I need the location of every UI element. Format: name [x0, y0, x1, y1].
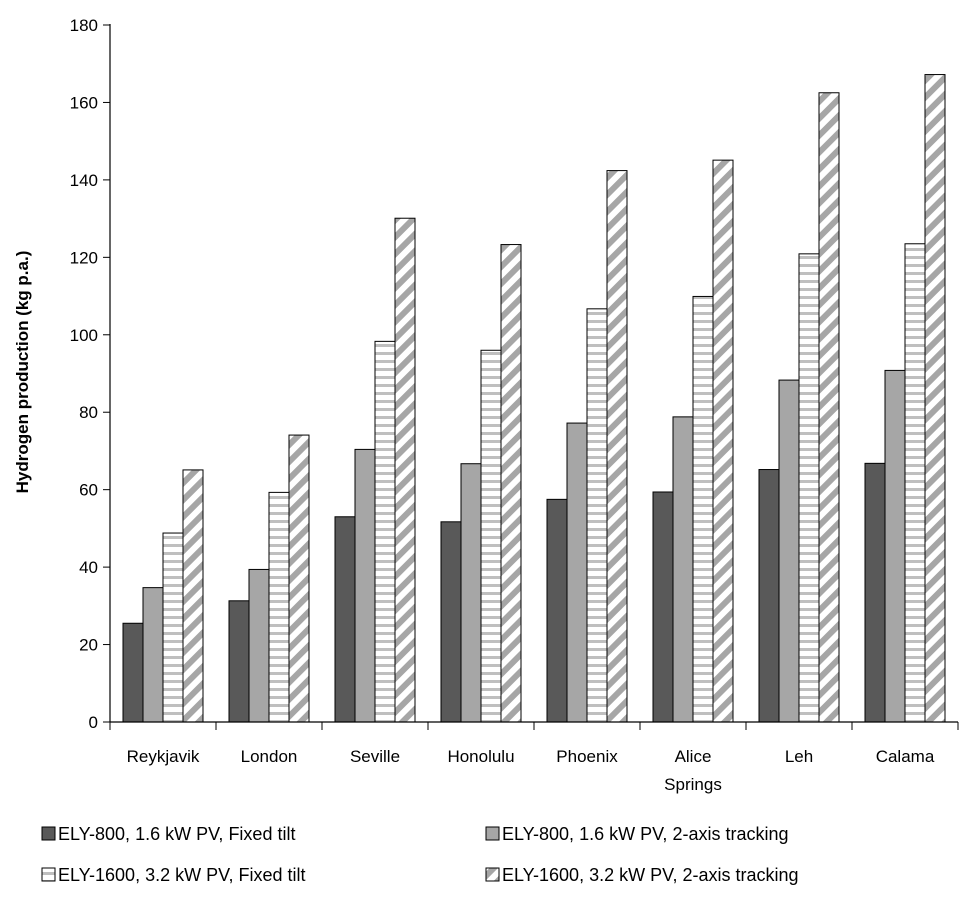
bar: [884, 369, 906, 723]
bar: [182, 469, 204, 723]
legend-label: ELY-1600, 3.2 kW PV, 2-axis tracking: [502, 865, 799, 885]
y-tick-label: 120: [70, 248, 98, 267]
bar: [248, 568, 270, 723]
bar: [924, 74, 946, 723]
legend-swatch: [485, 826, 500, 841]
bar: [162, 532, 184, 723]
bar: [500, 244, 522, 723]
legend-swatch: [41, 826, 56, 841]
legend-label: ELY-1600, 3.2 kW PV, Fixed tilt: [58, 865, 305, 885]
legend-swatch: [41, 867, 56, 882]
y-tick-label: 180: [70, 16, 98, 35]
x-tick-label: Honolulu: [447, 747, 514, 766]
bar: [818, 92, 840, 723]
bar: [288, 434, 310, 723]
bar: [546, 498, 568, 723]
bar: [778, 379, 800, 723]
bar: [692, 295, 714, 723]
bar: [904, 243, 926, 723]
y-tick-label: 20: [79, 636, 98, 655]
x-tick-label: London: [241, 747, 298, 766]
y-tick-label: 160: [70, 93, 98, 112]
x-tick-label: Seville: [350, 747, 400, 766]
y-tick-label: 0: [89, 713, 98, 732]
bar: [440, 521, 462, 723]
bar: [228, 600, 250, 723]
bar: [374, 340, 396, 723]
x-tick-label: Reykjavik: [127, 747, 200, 766]
legend-label: ELY-800, 1.6 kW PV, Fixed tilt: [58, 824, 295, 844]
x-axis-labels: Reykjavik London Seville Honolulu Phoenix Ali…: [127, 747, 935, 794]
bar: [394, 217, 416, 723]
bar: [122, 622, 144, 723]
bar: [566, 422, 588, 723]
x-tick-label: Calama: [876, 747, 935, 766]
legend: ELY-800, 1.6 kW PV, Fixed tilt ELY-800, 1…: [41, 824, 799, 885]
bar: [798, 253, 820, 723]
bar: [268, 491, 290, 723]
bar: [672, 416, 694, 723]
y-tick-label: 100: [70, 326, 98, 345]
bar: [606, 170, 628, 723]
x-tick-label: Alice Springs: [664, 747, 722, 794]
bar: [480, 349, 502, 723]
bar: [758, 469, 780, 723]
axes: [109, 24, 959, 730]
x-tick-label: Phoenix: [556, 747, 618, 766]
bar: [864, 462, 886, 723]
bar: [586, 308, 608, 723]
bar: [652, 491, 674, 723]
bars: [122, 74, 946, 723]
legend-swatch: [485, 867, 500, 882]
bar: [354, 448, 376, 723]
y-tick-label: 40: [79, 558, 98, 577]
y-axis: 0 20 40 60 80 100 120 140 160 180: [70, 16, 110, 732]
y-tick-label: 60: [79, 481, 98, 500]
bar: [460, 463, 482, 723]
bar: [334, 516, 356, 723]
legend-label: ELY-800, 1.6 kW PV, 2-axis tracking: [502, 824, 788, 844]
bar: [712, 159, 734, 723]
y-tick-label: 80: [79, 403, 98, 422]
y-tick-label: 140: [70, 171, 98, 190]
x-tick-label: Leh: [785, 747, 813, 766]
y-axis-title: Hydrogen production (kg p.a.): [13, 251, 32, 494]
bar: [142, 587, 164, 723]
